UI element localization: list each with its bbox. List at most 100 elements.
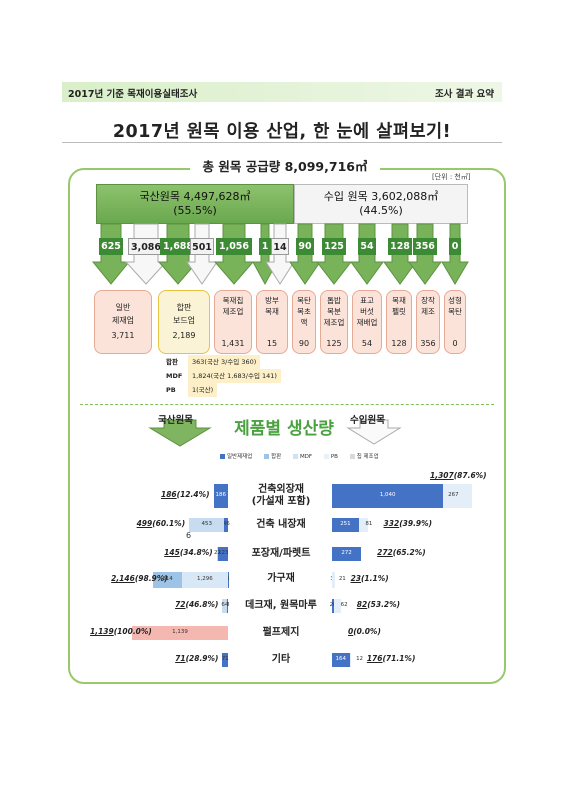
category-value: 128 (391, 339, 407, 348)
category-label: 제재업 (111, 316, 135, 325)
imported-bar-segment (334, 599, 341, 613)
domestic-log-share: (55.5%) (173, 204, 217, 217)
category-value: 1,431 (221, 339, 245, 348)
domestic-total-label: 499(60.1%) (136, 519, 186, 528)
flow-value: 90 (296, 238, 314, 255)
imported-total-label: 176(71.1%) (366, 654, 416, 663)
bar-value-label: 5 (226, 576, 230, 582)
imported-log-box: 수입 원목 3,602,088㎥ (44.5%) (294, 184, 468, 224)
category-label: 방부 (265, 296, 279, 305)
category-label: 표고 (360, 296, 374, 305)
flow-value: 1,688 (160, 238, 196, 255)
imported-bar-segment (349, 653, 351, 667)
domestic-bar-segment (222, 599, 228, 613)
total-value: 186 (160, 490, 177, 499)
category-label: 목재칩 (222, 296, 244, 305)
domestic-total-label: 1,139(100.0%) (90, 627, 152, 636)
imported-log-label: 수입원목 (350, 415, 385, 426)
bar-value-label: 267 (448, 492, 459, 498)
imported-log-amount: 수입 원목 3,602,088㎥ (323, 190, 439, 203)
bar-value-label: 8 (225, 602, 230, 608)
imported-bar-segment (443, 484, 472, 508)
domestic-bar-segment (224, 518, 228, 532)
section-divider (80, 404, 494, 405)
flow-value: 356 (413, 238, 437, 255)
section-label: 조사 결과 요약 (434, 89, 494, 100)
domestic-bar-segment (218, 547, 228, 561)
category-label: 목탄 (297, 296, 311, 305)
category-label: 목탄 (448, 307, 462, 316)
bar-value-label: 22 (214, 550, 222, 556)
total-value: 145 (164, 548, 180, 557)
industry-category: 방부 목재 15 (256, 290, 288, 354)
domestic-down-arrow (148, 419, 212, 447)
bar-value-label: 251 (340, 521, 351, 527)
total-value: 332 (383, 519, 400, 528)
industry-category: 성형 목탄 0 (444, 290, 466, 354)
domestic-bar-segment (227, 599, 229, 613)
category-value: 356 (420, 339, 436, 348)
category-value: 0 (452, 339, 458, 348)
bar-value-label: 814 (162, 576, 173, 582)
total-value: 176 (366, 654, 383, 663)
title-divider (62, 142, 502, 143)
category-label: 제조 (421, 307, 435, 316)
industry-category: 장작 제조 356 (416, 290, 440, 354)
breakdown-row: 합판 363(국산 3/수입 360) (166, 355, 281, 369)
bar-value-label: 3 (324, 576, 340, 582)
domestic-bar-segment (153, 572, 182, 588)
category-label: 목재 (392, 296, 406, 305)
legend-item: MDF (292, 454, 317, 460)
bar-value-label: 186 (215, 492, 227, 498)
imported-bar-segment (332, 653, 350, 667)
flow-value: 1 (259, 238, 271, 255)
domestic-bar-segment (189, 518, 225, 532)
imported-bar-segment (332, 484, 444, 508)
category-label: 건축외장재 (가설재 포함) (251, 484, 311, 507)
report-header: 2017년 기준 목재이용실태조사 조사 결과 요약 (62, 82, 502, 102)
breakdown-row: PB 1(국산) (166, 383, 281, 397)
bar-value-label: 1,139 (172, 629, 188, 635)
bar-value-label: 62 (340, 602, 348, 608)
total-value: 499 (136, 519, 153, 528)
domestic-bar-segment (222, 653, 228, 667)
flow-value: 128 (388, 238, 412, 255)
category-value: 3,711 (111, 331, 135, 340)
category-label: 톱밥 (327, 296, 341, 305)
legend-item: 합판 (264, 454, 286, 460)
imported-bar-segment (332, 572, 335, 588)
category-label: 버섯 (360, 307, 374, 316)
domestic-total-label: 72(46.8%) (175, 600, 219, 609)
imported-total-label: 0(0.0%) (348, 627, 381, 636)
domestic-total-label: 145(34.8%) (164, 548, 213, 557)
domestic-bar-segment (181, 572, 228, 588)
domestic-bar-segment (227, 572, 229, 588)
domestic-log-box: 국산원목 4,497,628㎥ (55.5%) (96, 184, 294, 224)
category-value: 2,189 (172, 331, 196, 340)
imported-total-label: 23(1.1%) (350, 574, 389, 583)
domestic-log-label: 국산원목 (158, 415, 193, 426)
stray-mark: 6 (186, 531, 192, 540)
imported-down-arrow (346, 419, 402, 445)
category-label: 제조업 (323, 318, 345, 327)
survey-title: 2017년 기준 목재이용실태조사 (68, 89, 198, 100)
flow-value: 0 (449, 238, 461, 255)
total-value: 71 (175, 654, 186, 663)
total-value: 0 (348, 627, 354, 636)
industry-category: 표고 버섯 재배업 54 (352, 290, 382, 354)
category-label: 펠릿 (392, 307, 406, 316)
imported-total-label: 332(39.9%) (383, 519, 433, 528)
legend-item: 일반제재업 (220, 454, 257, 460)
category-value: 54 (361, 339, 373, 348)
domestic-bar-segment (132, 626, 228, 640)
bar-value-label: 46 (222, 521, 230, 527)
total-supply-label: 총 원목 공급량 8,099,716㎥ (190, 156, 380, 176)
category-value: 15 (266, 339, 278, 348)
imported-bar-segment (358, 518, 368, 532)
domestic-bar-segment (213, 484, 228, 508)
imported-bar-segment (332, 518, 359, 532)
bar-value-label: 164 (335, 656, 347, 662)
bar-value-label: 123 (217, 550, 229, 556)
domestic-total-label: 186(12.4%) (160, 490, 210, 499)
